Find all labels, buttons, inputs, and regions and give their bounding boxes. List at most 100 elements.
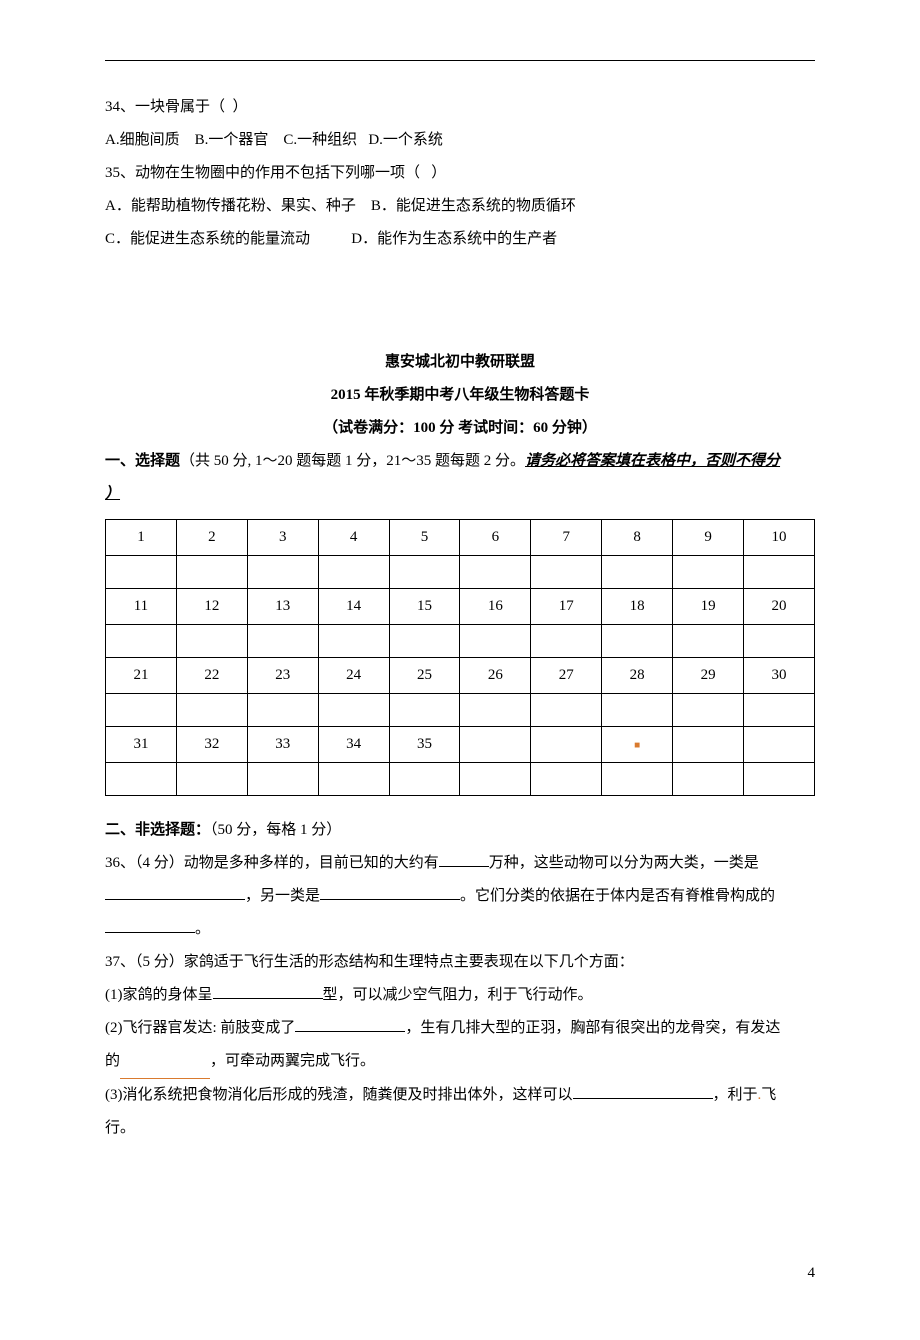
section1-heading: 一、选择题（共 50 分, 1～20 题每题 1 分，21～35 题每题 2 分… xyxy=(105,445,815,478)
q35-options-line1: A．能帮助植物传播花粉、果实、种子 B．能促进生态系统的物质循环 xyxy=(105,190,815,223)
table-row: 21 22 23 24 25 26 27 28 29 30 xyxy=(106,658,815,694)
q37-p1b: 型，可以减少空气阻力，利于飞行动作。 xyxy=(323,987,593,1003)
cell xyxy=(106,625,177,658)
q37-p2-line1: (2)飞行器官发达: 前肢变成了 ，生有几排大型的正羽，胸部有很突出的龙骨突，有发… xyxy=(105,1012,815,1045)
cell xyxy=(247,694,318,727)
cell xyxy=(106,556,177,589)
q37-p2b: ，生有几排大型的正羽，胸部有很突出的龙骨突，有发达 xyxy=(405,1020,780,1036)
header-rule xyxy=(105,60,815,61)
cell xyxy=(389,556,460,589)
cell: ■ xyxy=(602,727,673,763)
blank-fill xyxy=(213,983,323,999)
cell xyxy=(744,625,815,658)
header-title-2: 2015 年秋季期中考八年级生物科答题卡 xyxy=(105,379,815,412)
q37-p2-line2: 的 ，可牵动两翼完成飞行。 xyxy=(105,1045,815,1079)
cell xyxy=(602,625,673,658)
section1-mid: （共 50 分, 1～20 题每题 1 分，21～35 题每题 2 分。 xyxy=(180,453,525,469)
q37-title: 37、（5 分）家鸽适于飞行生活的形态结构和生理特点主要表现在以下几个方面： xyxy=(105,946,815,979)
cell xyxy=(389,625,460,658)
cell xyxy=(531,727,602,763)
cell xyxy=(673,727,744,763)
table-row: 11 12 13 14 15 16 17 18 19 20 xyxy=(106,589,815,625)
cell: 13 xyxy=(247,589,318,625)
header-title-3: （试卷满分：100 分 考试时间：60 分钟） xyxy=(105,412,815,445)
q36-line3: 。 xyxy=(105,913,815,946)
section2-heading: 二、非选择题：（50 分，每格 1 分） xyxy=(105,814,815,847)
cell: 23 xyxy=(247,658,318,694)
cell: 10 xyxy=(744,520,815,556)
q34-text: 34、一块骨属于（ ） xyxy=(105,91,815,124)
cell: 28 xyxy=(602,658,673,694)
cell: 4 xyxy=(318,520,389,556)
table-row xyxy=(106,763,815,796)
cell xyxy=(106,763,177,796)
cell xyxy=(318,763,389,796)
cell xyxy=(602,763,673,796)
section1-italic: 请务必将答案填在表格中，否则不得分 xyxy=(525,453,780,469)
cell: 20 xyxy=(744,589,815,625)
cell xyxy=(389,763,460,796)
q36-mid3: 。它们分类的依据在于体内是否有脊椎骨构成的 xyxy=(460,888,775,904)
cell: 34 xyxy=(318,727,389,763)
cell: 6 xyxy=(460,520,531,556)
cell xyxy=(531,625,602,658)
q37-p2c: 的 xyxy=(105,1053,120,1069)
cell xyxy=(673,625,744,658)
cell: 31 xyxy=(106,727,177,763)
table-row xyxy=(106,556,815,589)
table-row: 1 2 3 4 5 6 7 8 9 10 xyxy=(106,520,815,556)
blank-fill xyxy=(573,1083,713,1099)
q37-p1a: (1)家鸽的身体呈 xyxy=(105,987,213,1003)
blank-fill xyxy=(439,851,489,867)
q35-options-line2: C．能促进生态系统的能量流动 D．能作为生态系统中的生产者 xyxy=(105,223,815,256)
q35-text: 35、动物在生物圈中的作用不包括下列哪一项（ ） xyxy=(105,157,815,190)
cell xyxy=(673,694,744,727)
table-row xyxy=(106,625,815,658)
q37-p2a: (2)飞行器官发达: 前肢变成了 xyxy=(105,1020,295,1036)
cell xyxy=(318,556,389,589)
cell: 21 xyxy=(106,658,177,694)
section1-suffix-text: ） xyxy=(105,486,120,502)
cell xyxy=(318,625,389,658)
section1-prefix: 一、选择题 xyxy=(105,453,180,469)
q36-mid1: 万种，这些动物可以分为两大类，一类是 xyxy=(489,855,759,871)
cell xyxy=(247,763,318,796)
q37-p3c: 飞 xyxy=(761,1087,776,1103)
cell: 27 xyxy=(531,658,602,694)
page-number: 4 xyxy=(808,1257,816,1290)
cell xyxy=(176,556,247,589)
cell: 32 xyxy=(176,727,247,763)
cell: 5 xyxy=(389,520,460,556)
cell: 16 xyxy=(460,589,531,625)
cell: 24 xyxy=(318,658,389,694)
q36-prefix: 36、（4 分）动物是多种多样的，目前已知的大约有 xyxy=(105,855,439,871)
q37-p3b: ，利于 xyxy=(713,1087,758,1103)
document-page: 34、一块骨属于（ ） A.细胞间质 B.一个器官 C.一种组织 D.一个系统 … xyxy=(0,0,920,1340)
table-row: 31 32 33 34 35 ■ xyxy=(106,727,815,763)
table-row xyxy=(106,694,815,727)
answer-table: 1 2 3 4 5 6 7 8 9 10 11 12 13 14 15 16 1… xyxy=(105,519,815,796)
cell: 22 xyxy=(176,658,247,694)
cell xyxy=(460,727,531,763)
q36-end: 。 xyxy=(195,921,210,937)
cell: 35 xyxy=(389,727,460,763)
cell xyxy=(531,763,602,796)
blank-fill xyxy=(295,1016,405,1032)
cell xyxy=(106,694,177,727)
cell: 1 xyxy=(106,520,177,556)
cell: 11 xyxy=(106,589,177,625)
cell xyxy=(247,625,318,658)
watermark-dot: ■ xyxy=(634,740,640,751)
cell xyxy=(389,694,460,727)
q36-line1: 36、（4 分）动物是多种多样的，目前已知的大约有 万种，这些动物可以分为两大类，… xyxy=(105,847,815,880)
cell xyxy=(744,694,815,727)
cell: 2 xyxy=(176,520,247,556)
cell xyxy=(460,556,531,589)
cell: 19 xyxy=(673,589,744,625)
q36-line2: ，另一类是。它们分类的依据在于体内是否有脊椎骨构成的 xyxy=(105,880,815,913)
q37-p2d: ，可牵动两翼完成飞行。 xyxy=(210,1053,375,1069)
cell xyxy=(744,763,815,796)
cell: 12 xyxy=(176,589,247,625)
q37-p3-line1: (3)消化系统把食物消化后形成的残渣，随粪便及时排出体外，这样可以，利于.飞 xyxy=(105,1079,815,1112)
cell xyxy=(602,556,673,589)
